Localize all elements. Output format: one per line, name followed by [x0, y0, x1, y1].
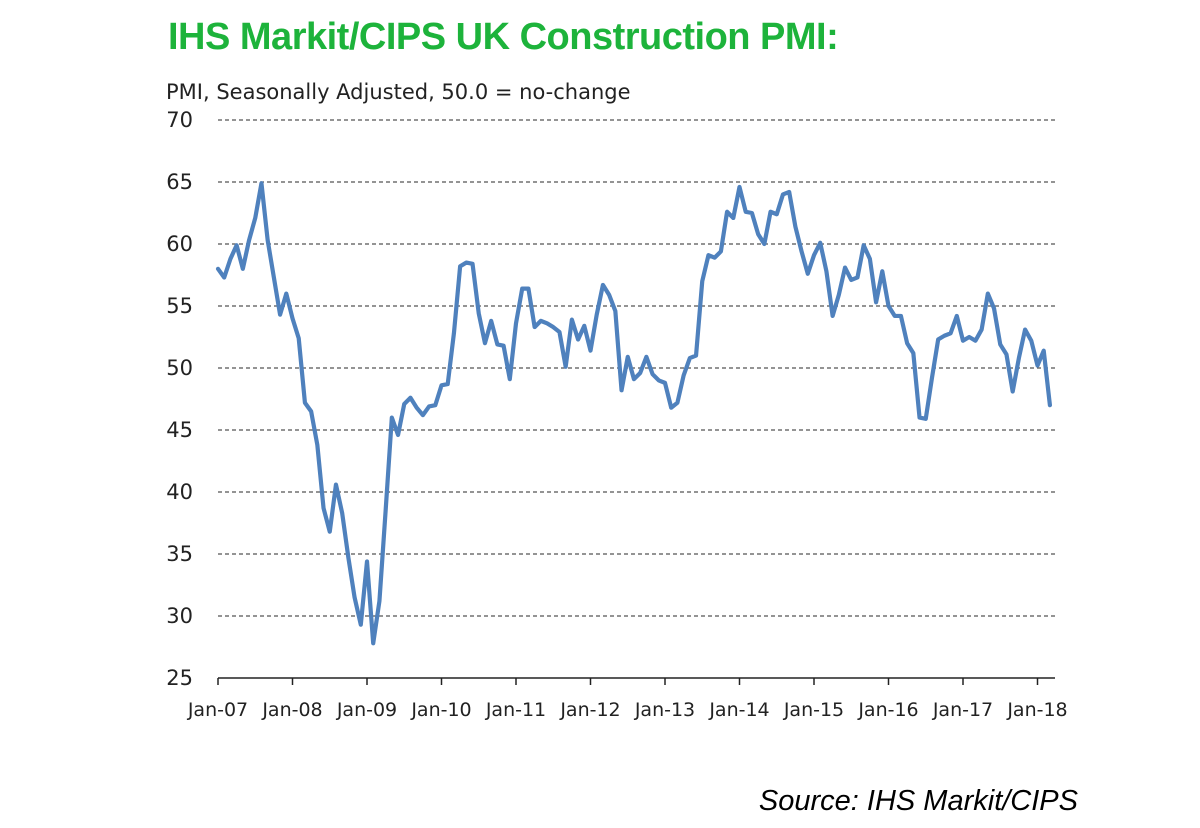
x-tick-label: Jan-10	[410, 699, 471, 721]
x-tick-label: Jan-16	[857, 699, 918, 721]
y-tick-label: 35	[166, 542, 193, 566]
x-tick-label: Jan-08	[261, 699, 322, 721]
y-tick-label: 25	[166, 666, 193, 690]
x-tick-label: Jan-09	[336, 699, 397, 721]
x-tick-label: Jan-07	[187, 699, 248, 721]
y-tick-label: 55	[166, 294, 193, 318]
x-tick-label: Jan-18	[1006, 699, 1067, 721]
series-line-pmi	[215, 181, 1053, 646]
y-tick-label: 40	[166, 480, 193, 504]
x-tick-label: Jan-13	[634, 699, 695, 721]
y-tick-label: 30	[166, 604, 193, 628]
series-layer	[215, 181, 1053, 646]
x-tick-label: Jan-15	[783, 699, 844, 721]
x-tick-label: Jan-17	[932, 699, 993, 721]
gridlines	[218, 119, 1055, 617]
x-tick-label: Jan-12	[559, 699, 620, 721]
y-tick-label: 50	[166, 356, 193, 380]
y-axis-ticks: 25 30 35 40 45 50 55 60 65 70	[166, 108, 193, 690]
y-tick-label: 70	[166, 108, 193, 132]
y-tick-label: 60	[166, 232, 193, 256]
source-note: Source: IHS Markit/CIPS	[758, 785, 1078, 817]
x-tick-label: Jan-11	[485, 699, 546, 721]
x-axis: Jan-07 Jan-08 Jan-09 Jan-10 Jan-11 Jan-12 Jan-…	[187, 677, 1068, 721]
y-axis-label: PMI, Seasonally Adjusted, 50.0 = no-chan…	[166, 80, 631, 104]
y-tick-label: 45	[166, 418, 193, 442]
y-tick-label: 65	[166, 170, 193, 194]
x-tick-label: Jan-14	[708, 699, 769, 721]
chart-title: IHS Markit/CIPS UK Construction PMI:	[168, 16, 839, 58]
